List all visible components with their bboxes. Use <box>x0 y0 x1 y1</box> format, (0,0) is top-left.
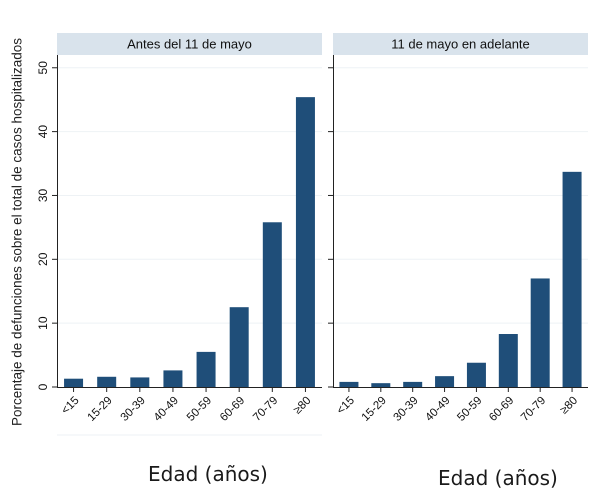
y-axis-title: Porcentaje de defunciones sobre el total… <box>9 38 25 426</box>
bar-2-8 <box>562 171 582 387</box>
y-tick-label: 10 <box>36 316 50 330</box>
panel-header-1 <box>57 33 322 55</box>
x-tick-label: 70-79 <box>519 395 548 424</box>
x-tick-label: 30-39 <box>119 395 148 424</box>
bar-2-2 <box>371 383 391 387</box>
x-tick-label: 60-69 <box>218 395 247 424</box>
bar-1-5 <box>196 351 216 387</box>
x-axis-title-right: Edad (años) <box>438 466 558 490</box>
x-tick-label: 70-79 <box>251 395 280 424</box>
panel-title-2: 11 de mayo en adelante <box>391 37 530 52</box>
panel-title-1: Antes del 11 de mayo <box>127 37 252 52</box>
bar-1-7 <box>262 222 282 387</box>
y-tick-label: 50 <box>36 61 50 75</box>
x-tick-label: <15 <box>335 395 357 417</box>
bar-1-1 <box>64 378 84 387</box>
bar-2-1 <box>339 381 359 387</box>
x-axis-title-left: Edad (años) <box>148 462 268 486</box>
y-tick-label: 30 <box>36 188 50 202</box>
x-tick-label: 15-29 <box>86 395 115 424</box>
x-tick-label: 40-49 <box>152 395 181 424</box>
y-tick-label: 0 <box>36 383 50 390</box>
y-tick-label: 20 <box>36 252 50 266</box>
x-tick-label: <15 <box>59 395 81 417</box>
bar-2-5 <box>466 362 486 387</box>
bar-1-3 <box>130 377 150 387</box>
x-tick-label: 50-59 <box>185 395 214 424</box>
x-tick-label: 15-29 <box>360 395 389 424</box>
x-tick-label: 60-69 <box>487 395 516 424</box>
x-tick-label: ≥80 <box>292 395 314 417</box>
bar-1-2 <box>97 376 117 387</box>
x-tick-label: ≥80 <box>558 395 580 417</box>
bar-2-7 <box>530 278 550 387</box>
bar-1-6 <box>229 307 249 387</box>
bar-2-3 <box>403 381 423 387</box>
x-tick-label: 50-59 <box>455 395 484 424</box>
panel-header-2 <box>333 33 588 55</box>
y-tick-label: 40 <box>36 125 50 139</box>
bar-1-4 <box>163 370 183 387</box>
bar-1-8 <box>295 97 315 387</box>
bar-2-6 <box>498 334 518 387</box>
x-tick-label: 30-39 <box>392 395 421 424</box>
bar-2-4 <box>435 376 455 387</box>
x-tick-label: 40-49 <box>423 395 452 424</box>
